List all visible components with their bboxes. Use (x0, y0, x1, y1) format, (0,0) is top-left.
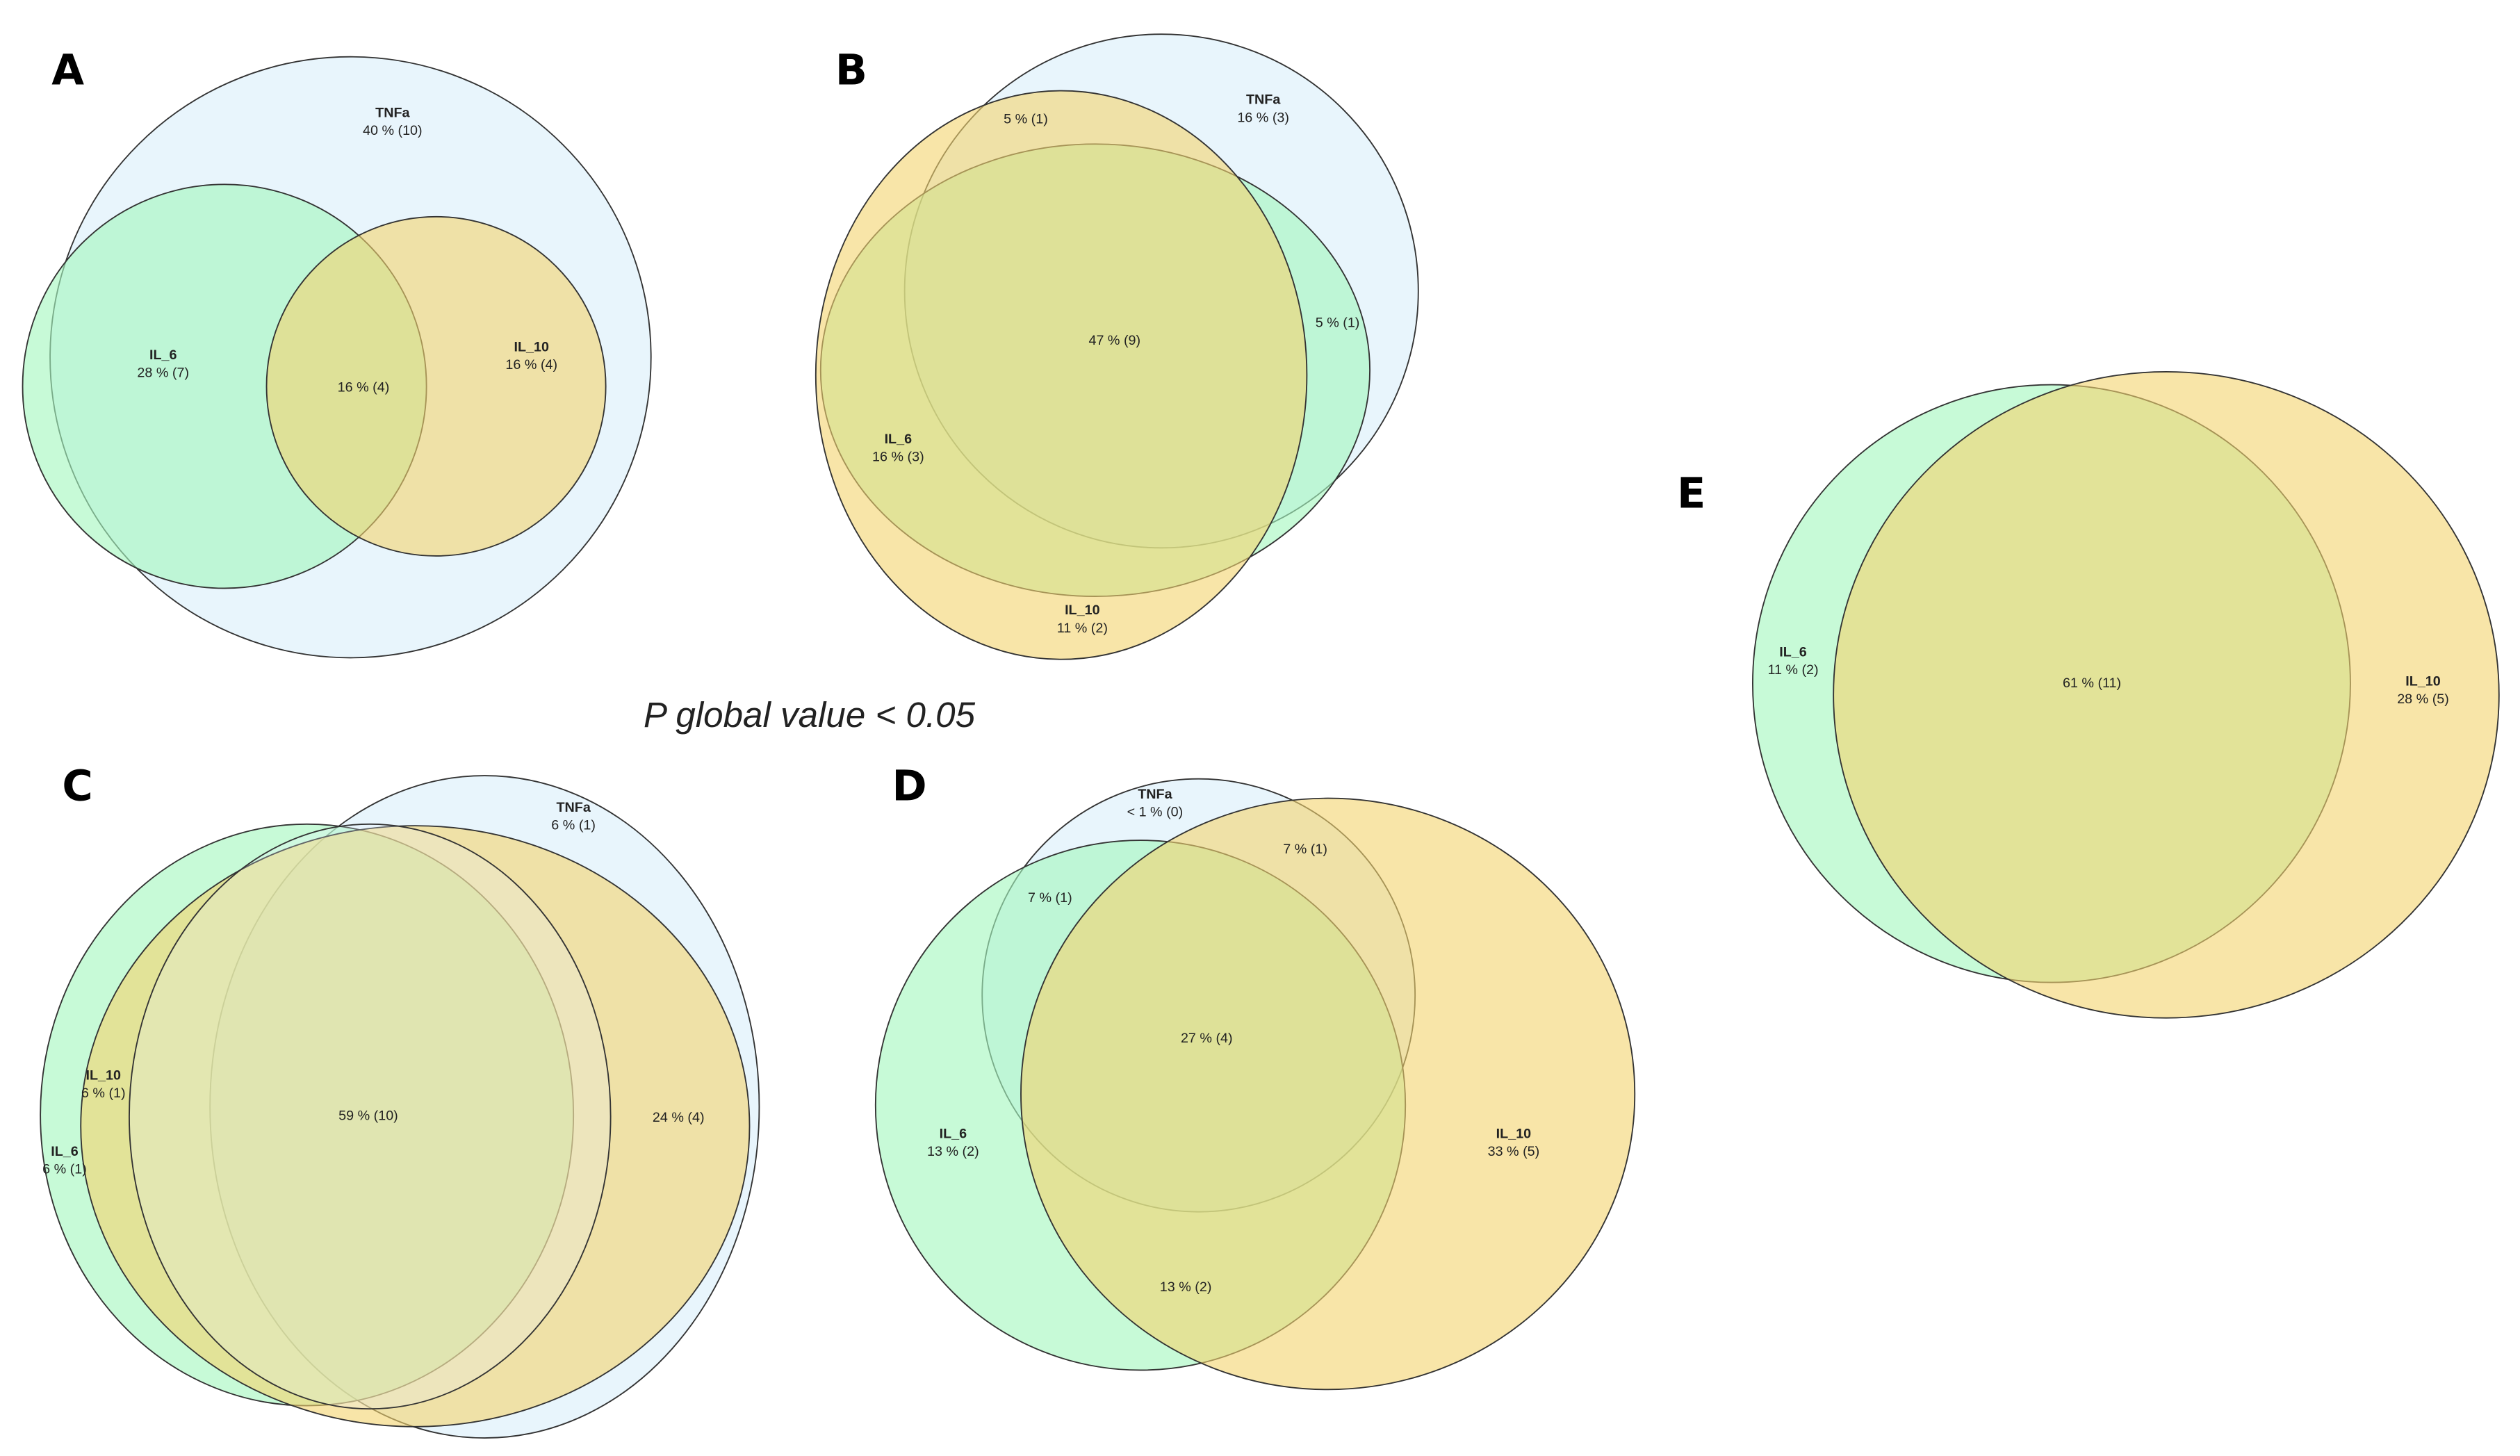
set-name: TNFa (1138, 787, 1172, 802)
set-value: 13 % (2) (927, 1144, 979, 1159)
overlap-value: 24 % (4) (653, 1110, 705, 1125)
set-value: 40 % (10) (363, 123, 423, 138)
set-name: IL_6 (940, 1126, 967, 1141)
set-value: 16 % (3) (872, 449, 924, 464)
overlap-value: 7 % (1) (1283, 842, 1327, 857)
overlap-value: 47 % (9) (1088, 333, 1140, 348)
set-name: IL_6 (51, 1144, 79, 1159)
panel-letter: C (62, 762, 92, 810)
overlap-value: 61 % (11) (2063, 676, 2121, 691)
set-name: IL_6 (885, 432, 913, 447)
overlap-value: 7 % (1) (1028, 890, 1072, 906)
set-name: TNFa (556, 800, 591, 815)
set-name: IL_10 (1065, 603, 1100, 618)
set-value: 33 % (5) (1488, 1144, 1540, 1159)
set-value: 6 % (1) (81, 1086, 126, 1101)
set-value: 28 % (7) (137, 366, 189, 381)
set-name: IL_6 (149, 347, 177, 363)
overlap-value: 5 % (1) (1316, 315, 1360, 330)
overlap-value: 5 % (1) (1004, 112, 1048, 127)
set-name: IL_10 (86, 1068, 122, 1083)
panel-letter: D (892, 762, 927, 810)
set-circle (815, 90, 1308, 660)
set-value: < 1 % (0) (1127, 805, 1184, 820)
panel-letter: E (1677, 470, 1705, 518)
set-value: 6 % (1) (42, 1161, 87, 1177)
overlap-value: 27 % (4) (1181, 1031, 1233, 1046)
set-circle (1020, 797, 1636, 1391)
panel-letter: A (51, 47, 84, 95)
set-name: TNFa (375, 105, 410, 120)
set-value: 11 % (2) (1057, 621, 1108, 636)
p-value-note: P global value < 0.05 (644, 695, 976, 735)
set-value: 16 % (3) (1237, 110, 1289, 125)
set-name: IL_10 (1496, 1126, 1532, 1141)
panel-letter: B (835, 47, 867, 95)
set-name: IL_10 (514, 339, 549, 354)
set-circle (80, 825, 751, 1428)
set-value: 16 % (4) (505, 357, 557, 373)
set-name: IL_6 (1779, 645, 1807, 660)
set-name: TNFa (1246, 92, 1281, 108)
set-circle (265, 215, 607, 557)
set-value: 6 % (1) (551, 817, 596, 833)
set-value: 11 % (2) (1767, 662, 1818, 678)
overlap-value: 59 % (10) (338, 1109, 398, 1124)
overlap-value: 16 % (4) (338, 379, 390, 395)
set-name: IL_10 (2405, 673, 2441, 689)
overlap-value: 13 % (2) (1160, 1279, 1212, 1295)
set-circle (1833, 371, 2500, 1019)
set-value: 28 % (5) (2397, 692, 2449, 707)
set-circle (129, 823, 612, 1410)
